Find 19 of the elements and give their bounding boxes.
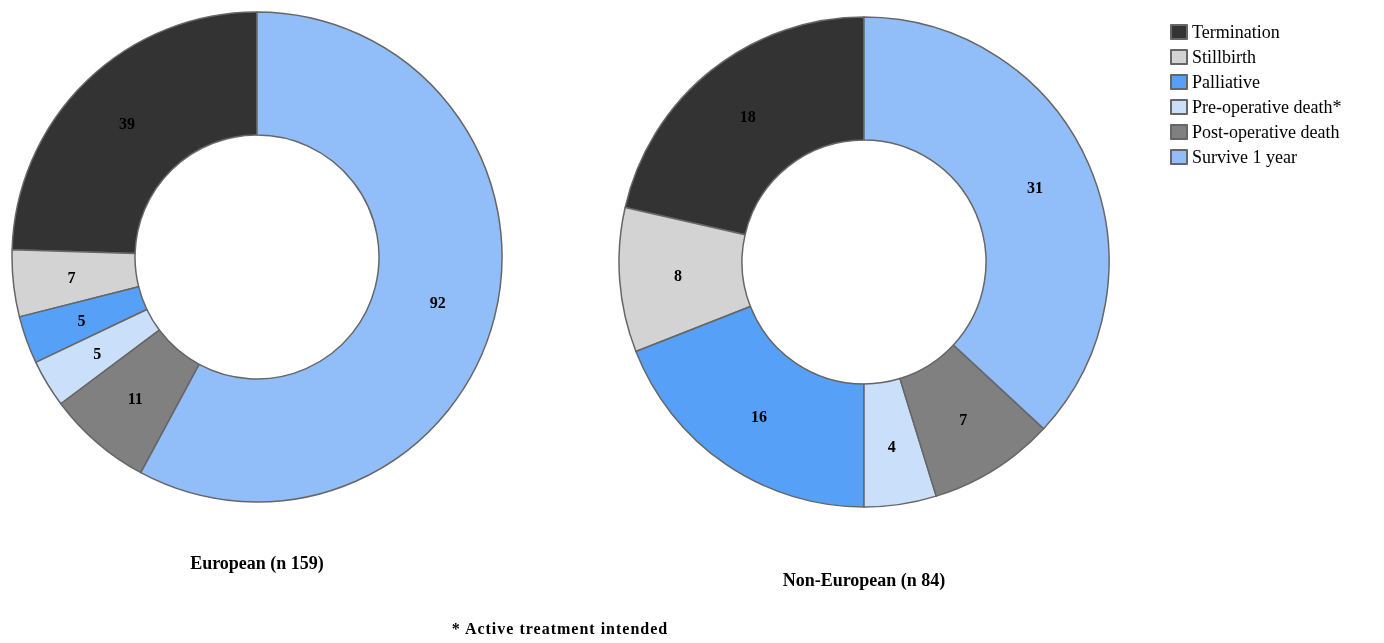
data-label: 11	[127, 389, 143, 407]
text: * Active treatment intended	[450, 620, 670, 638]
slice-label: Non-European (n 84)	[782, 570, 946, 591]
data-label: 7	[67, 268, 76, 286]
data-label: 4	[887, 437, 896, 455]
data-label: 5	[77, 311, 86, 329]
legend-label: Termination	[1192, 22, 1280, 42]
legend-label: Pre-operative death*	[1192, 97, 1342, 117]
data-label: 16	[750, 407, 767, 425]
legend-label: Post-operative death	[1192, 122, 1340, 142]
legend-label: Stillbirth	[1192, 47, 1257, 67]
data-label: 8	[674, 267, 683, 285]
data-label: 7	[959, 411, 968, 429]
data-label: 92	[429, 294, 446, 312]
data-label: 31	[1026, 178, 1043, 196]
legend-label: Palliative	[1192, 72, 1260, 92]
legend-label: Survive 1 year	[1192, 147, 1297, 167]
data-label: 5	[93, 344, 102, 362]
slice-label: European (n 159)	[190, 553, 324, 574]
